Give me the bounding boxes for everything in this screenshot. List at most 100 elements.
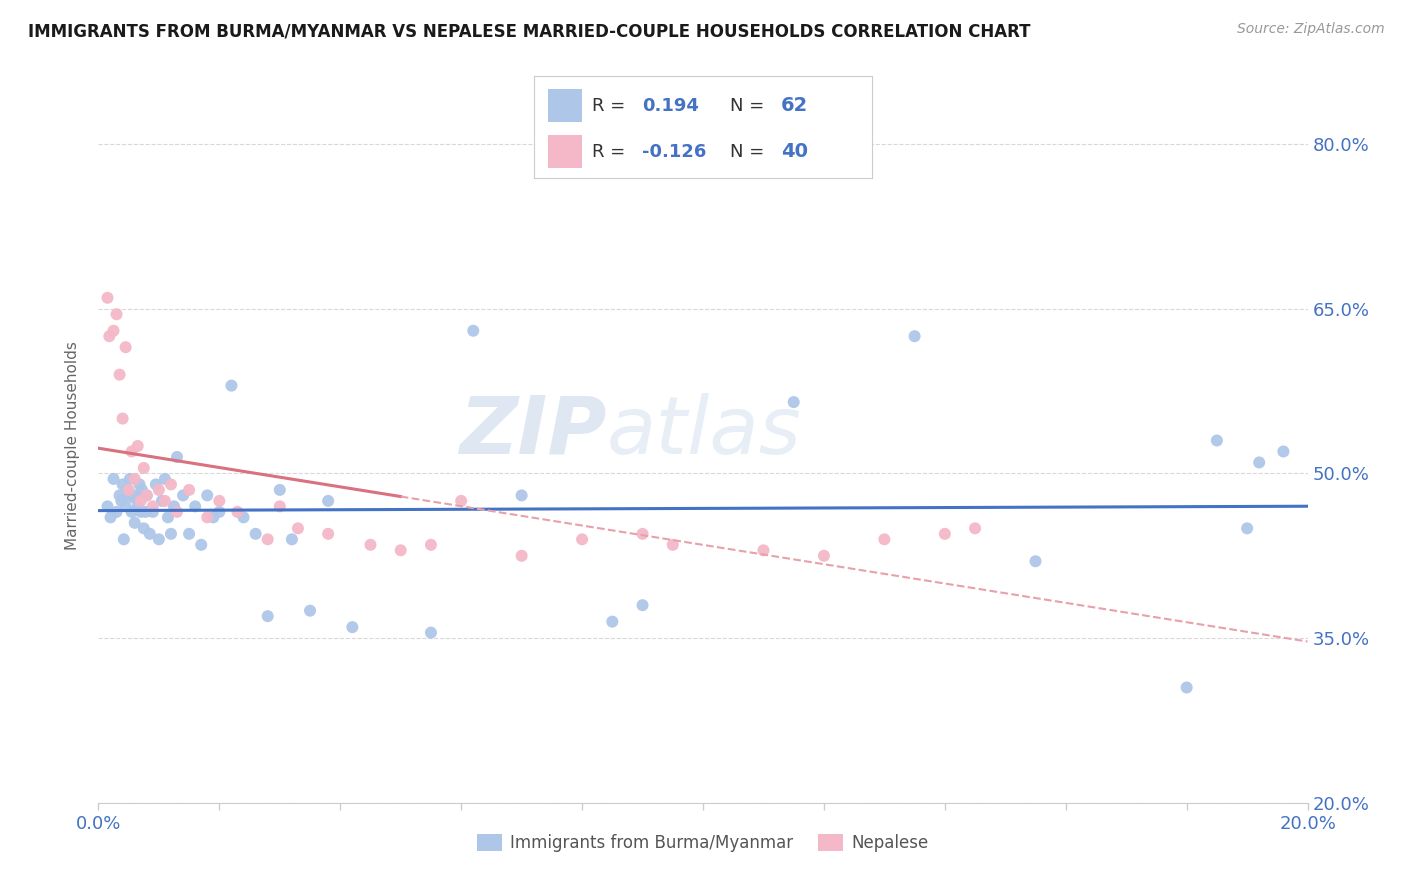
Point xyxy=(195,510,218,524)
Point xyxy=(420,538,443,552)
Point xyxy=(145,477,167,491)
Point xyxy=(190,538,212,552)
Point xyxy=(1175,681,1198,695)
Point xyxy=(114,340,136,354)
Point xyxy=(342,620,364,634)
Point xyxy=(184,500,207,514)
Point xyxy=(121,444,143,458)
Point xyxy=(124,472,146,486)
Point xyxy=(160,526,183,541)
Text: IMMIGRANTS FROM BURMA/MYANMAR VS NEPALESE MARRIED-COUPLE HOUSEHOLDS CORRELATION : IMMIGRANTS FROM BURMA/MYANMAR VS NEPALES… xyxy=(28,22,1031,40)
Point xyxy=(1206,434,1229,448)
Point xyxy=(142,505,165,519)
Point xyxy=(114,500,136,514)
Point xyxy=(122,491,145,505)
Point xyxy=(108,368,131,382)
Point xyxy=(256,533,278,547)
Point xyxy=(153,494,176,508)
Point xyxy=(128,477,150,491)
Point xyxy=(110,494,132,508)
Point xyxy=(139,526,162,541)
Text: N =: N = xyxy=(730,143,770,161)
Point xyxy=(934,526,956,541)
Point xyxy=(232,510,254,524)
Point xyxy=(316,494,339,508)
Point xyxy=(108,488,131,502)
Point xyxy=(195,488,218,502)
Point xyxy=(208,505,231,519)
Text: -0.126: -0.126 xyxy=(643,143,707,161)
Point xyxy=(752,543,775,558)
Point xyxy=(96,500,118,514)
Text: 40: 40 xyxy=(780,142,807,161)
Point xyxy=(631,526,654,541)
Point xyxy=(450,494,472,508)
Text: R =: R = xyxy=(592,143,631,161)
Point xyxy=(166,450,188,464)
Text: ZIP: ZIP xyxy=(458,392,606,471)
Bar xyxy=(548,89,582,122)
Point xyxy=(904,329,927,343)
Point xyxy=(129,505,152,519)
Point xyxy=(150,494,173,508)
Point xyxy=(142,500,165,514)
Point xyxy=(299,604,322,618)
Point xyxy=(360,538,382,552)
Point xyxy=(100,510,122,524)
Legend: Immigrants from Burma/Myanmar, Nepalese: Immigrants from Burma/Myanmar, Nepalese xyxy=(471,827,935,859)
Point xyxy=(208,494,231,508)
Point xyxy=(661,538,683,552)
Point xyxy=(1249,455,1271,469)
Point xyxy=(269,483,291,497)
Point xyxy=(1236,521,1258,535)
Point xyxy=(813,549,835,563)
Point xyxy=(98,329,121,343)
Point xyxy=(118,488,141,502)
Text: Source: ZipAtlas.com: Source: ZipAtlas.com xyxy=(1237,22,1385,37)
Point xyxy=(166,505,188,519)
Point xyxy=(202,510,225,524)
Point xyxy=(156,510,179,524)
Point xyxy=(125,488,148,502)
Point xyxy=(153,472,176,486)
Point xyxy=(103,324,125,338)
Point xyxy=(112,533,135,547)
Point xyxy=(226,505,249,519)
Point xyxy=(135,488,157,502)
Point xyxy=(111,411,134,425)
Bar xyxy=(548,136,582,168)
Point xyxy=(132,461,155,475)
Point xyxy=(1272,444,1295,458)
Point xyxy=(135,488,157,502)
Text: N =: N = xyxy=(730,96,770,114)
Point xyxy=(510,488,533,502)
Point xyxy=(221,378,243,392)
Point xyxy=(160,477,183,491)
Point xyxy=(172,488,194,502)
Point xyxy=(132,521,155,535)
Point xyxy=(420,625,443,640)
Point xyxy=(281,533,304,547)
Point xyxy=(287,521,309,535)
Point xyxy=(148,483,170,497)
Point xyxy=(316,526,339,541)
Point xyxy=(256,609,278,624)
Point xyxy=(124,516,146,530)
Point xyxy=(118,483,141,497)
Point xyxy=(111,477,134,491)
Point xyxy=(245,526,267,541)
Text: R =: R = xyxy=(592,96,631,114)
Point xyxy=(131,483,153,497)
Point xyxy=(783,395,806,409)
Point xyxy=(121,505,143,519)
Point xyxy=(129,494,152,508)
Point xyxy=(96,291,118,305)
Point xyxy=(269,500,291,514)
Point xyxy=(127,500,149,514)
Point xyxy=(389,543,412,558)
Text: 0.194: 0.194 xyxy=(643,96,699,114)
Point xyxy=(1024,554,1046,568)
Point xyxy=(105,307,128,321)
Point xyxy=(179,483,201,497)
Point xyxy=(510,549,533,563)
